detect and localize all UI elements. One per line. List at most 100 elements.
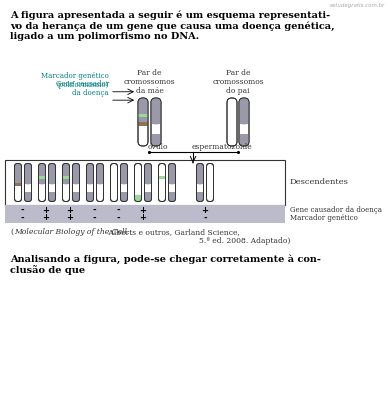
FancyBboxPatch shape (48, 164, 55, 202)
Bar (138, 114, 148, 117)
FancyBboxPatch shape (168, 164, 176, 184)
FancyBboxPatch shape (48, 164, 55, 184)
Text: -: - (20, 206, 24, 214)
FancyBboxPatch shape (197, 164, 204, 202)
Text: Gene causador
da doença: Gene causador da doença (56, 80, 109, 97)
Bar (197, 181, 204, 184)
FancyBboxPatch shape (96, 164, 103, 202)
Bar (121, 181, 128, 184)
Text: clusão de que: clusão de que (10, 265, 85, 275)
FancyBboxPatch shape (151, 134, 161, 146)
FancyBboxPatch shape (121, 164, 128, 184)
Bar (87, 181, 94, 184)
Bar (239, 134, 249, 136)
FancyBboxPatch shape (62, 164, 69, 184)
FancyBboxPatch shape (25, 164, 32, 184)
FancyBboxPatch shape (145, 164, 151, 202)
FancyBboxPatch shape (239, 98, 249, 124)
Bar (62, 176, 69, 179)
FancyBboxPatch shape (39, 164, 46, 184)
FancyBboxPatch shape (151, 98, 161, 124)
FancyBboxPatch shape (87, 164, 94, 184)
Bar (168, 192, 176, 194)
Text: Marcador genético: Marcador genético (290, 214, 358, 222)
Text: Molecular Biology of the Cell.: Molecular Biology of the Cell. (14, 228, 129, 236)
Bar (73, 181, 80, 184)
Text: +: + (202, 206, 209, 214)
Bar (158, 176, 165, 179)
Text: -: - (92, 214, 96, 222)
Bar (96, 181, 103, 184)
Text: -: - (116, 206, 120, 214)
Bar (138, 120, 148, 124)
FancyBboxPatch shape (168, 192, 176, 202)
FancyBboxPatch shape (197, 164, 204, 184)
Bar (25, 192, 32, 194)
Text: ligado a um polimorfismo no DNA.: ligado a um polimorfismo no DNA. (10, 32, 199, 41)
Bar (73, 192, 80, 194)
FancyBboxPatch shape (25, 164, 32, 202)
Text: +: + (140, 214, 147, 222)
FancyBboxPatch shape (14, 164, 21, 202)
Text: (: ( (10, 228, 13, 236)
FancyBboxPatch shape (14, 164, 21, 184)
FancyBboxPatch shape (145, 164, 151, 184)
Bar (5, 160, 285, 205)
FancyBboxPatch shape (168, 164, 176, 202)
FancyBboxPatch shape (197, 192, 204, 202)
FancyBboxPatch shape (121, 192, 128, 202)
Text: Par de
cromossomos
da mãe: Par de cromossomos da mãe (124, 69, 176, 95)
FancyBboxPatch shape (39, 164, 46, 202)
Bar (14, 183, 21, 186)
FancyBboxPatch shape (135, 164, 142, 202)
Text: Marcador genético
(poliformismo): Marcador genético (poliformismo) (41, 72, 109, 89)
Text: Alberts e outros, Garland Science,: Alberts e outros, Garland Science, (106, 228, 240, 236)
Bar (168, 181, 176, 184)
FancyBboxPatch shape (110, 164, 117, 202)
Text: espermatozoide: espermatozoide (191, 143, 252, 151)
Text: Par de
cromossomos
do pai: Par de cromossomos do pai (212, 69, 264, 95)
Text: +: + (43, 206, 50, 214)
Text: +: + (140, 206, 147, 214)
Text: óvulo: óvulo (148, 143, 168, 151)
FancyBboxPatch shape (73, 164, 80, 184)
Text: 5.ª ed. 2008. Adaptado): 5.ª ed. 2008. Adaptado) (199, 237, 290, 245)
FancyBboxPatch shape (96, 164, 103, 184)
FancyBboxPatch shape (62, 164, 69, 202)
Bar (151, 120, 161, 124)
Text: estudegratis.com.br: estudegratis.com.br (330, 3, 385, 8)
Text: +: + (43, 214, 50, 222)
Bar (25, 181, 32, 184)
FancyBboxPatch shape (87, 192, 94, 202)
Bar (39, 176, 46, 179)
Text: -: - (116, 214, 120, 222)
FancyBboxPatch shape (135, 195, 142, 202)
FancyBboxPatch shape (48, 192, 55, 202)
Bar (48, 181, 55, 184)
Text: -: - (203, 214, 207, 222)
FancyBboxPatch shape (227, 98, 237, 146)
Bar (62, 181, 69, 184)
Bar (239, 120, 249, 124)
FancyBboxPatch shape (158, 164, 165, 202)
Bar (5, 205, 285, 223)
Bar (145, 181, 151, 184)
Bar (138, 122, 148, 126)
Text: Gene causador da doença: Gene causador da doença (290, 206, 382, 214)
FancyBboxPatch shape (239, 134, 249, 146)
Text: +: + (67, 214, 73, 222)
Text: -: - (20, 214, 24, 222)
FancyBboxPatch shape (151, 98, 161, 146)
FancyBboxPatch shape (73, 164, 80, 202)
FancyBboxPatch shape (73, 192, 80, 202)
FancyBboxPatch shape (239, 98, 249, 146)
Text: A figura apresentada a seguir é um esquema representati-: A figura apresentada a seguir é um esque… (10, 10, 330, 20)
FancyBboxPatch shape (145, 192, 151, 202)
Bar (14, 181, 21, 184)
Bar (151, 134, 161, 136)
FancyBboxPatch shape (138, 98, 148, 146)
FancyBboxPatch shape (25, 192, 32, 202)
Bar (145, 192, 151, 194)
Text: +: + (67, 206, 73, 214)
Bar (48, 192, 55, 194)
